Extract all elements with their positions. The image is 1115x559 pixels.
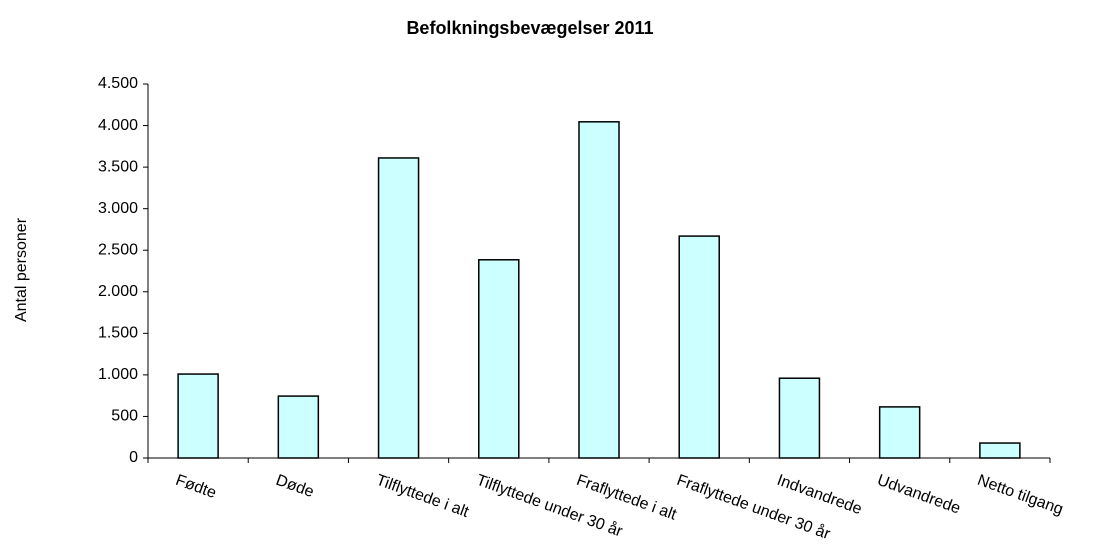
y-tick-label: 1.000 [98,366,138,383]
bar [377,157,420,459]
x-tick-label: Fødte [173,472,218,502]
x-tick-label: Udvandrede [875,472,963,518]
bar [678,235,720,459]
bar [578,121,620,459]
y-tick-label: 0 [129,449,138,466]
y-tick-label: 1.500 [98,325,138,342]
y-tick-label: 2.500 [98,241,138,258]
y-axis-label: Antal personer [13,217,30,322]
bar [478,259,520,459]
bar [979,442,1021,459]
bar [778,377,821,459]
chart-title: Befolkningsbevægelser 2011 [406,18,653,38]
x-tick-label: Døde [274,472,317,501]
x-tick-label: Netto tilgang [975,472,1065,519]
bar [177,373,219,459]
y-tick-label: 3.500 [98,158,138,175]
bar [277,395,320,459]
y-tick-label: 4.000 [98,117,138,134]
y-tick-label: 3.000 [98,200,138,217]
bar [878,406,921,459]
y-tick-label: 2.000 [98,283,138,300]
y-tick-label: 500 [111,408,138,425]
x-tick-label: Tilflyttede i alt [374,472,472,521]
y-tick-label: 4.500 [98,75,138,92]
